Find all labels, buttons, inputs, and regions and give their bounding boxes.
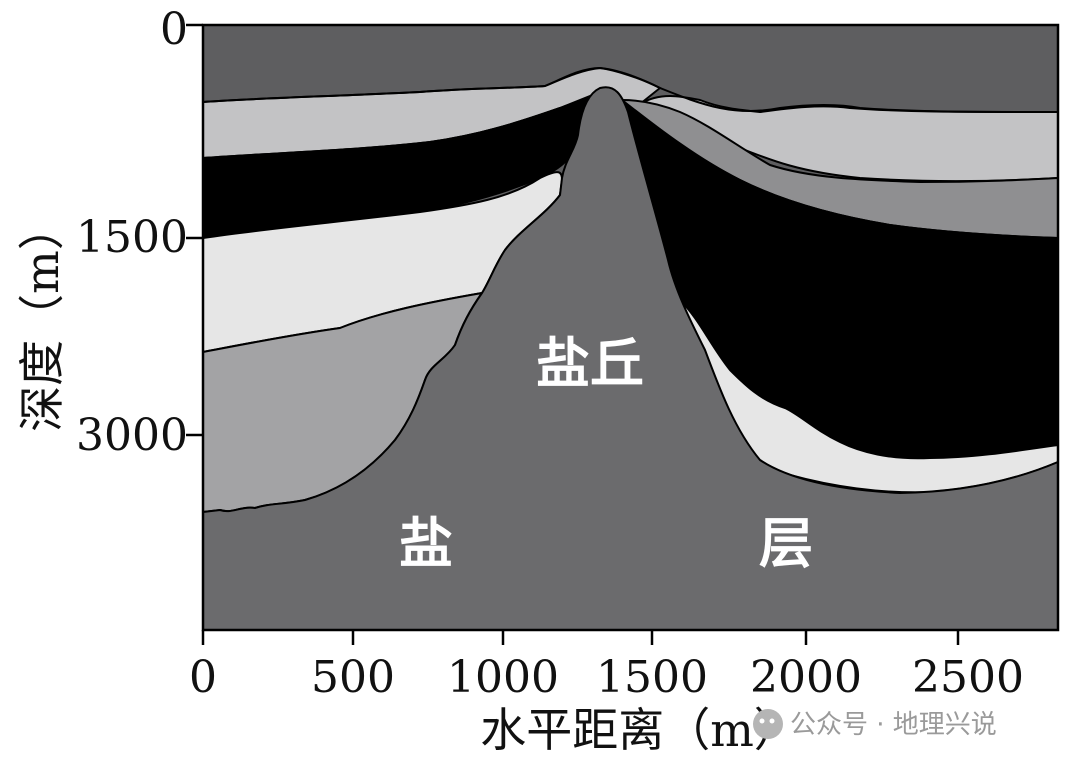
y-tick-0: 0 — [160, 4, 188, 55]
x-axis: 0 500 1000 1500 2000 2500 水平距离（m） — [189, 630, 1024, 757]
x-axis-title: 水平距离（m） — [480, 703, 800, 757]
y-axis-title: 深度（m） — [15, 204, 69, 432]
salt-layer-label-left: 盐 — [399, 512, 453, 575]
diagram-frame — [201, 23, 1060, 632]
surface-line — [202, 66, 1059, 113]
watermark-text: 公众号 · 地理兴说 — [790, 710, 997, 740]
y-tick-3000: 3000 — [76, 410, 188, 461]
salt-dome-label: 盐丘 — [536, 332, 644, 395]
salt-dome — [202, 86, 1059, 631]
x-tick-1500: 1500 — [596, 652, 708, 703]
salt-layer-label-right: 层 — [759, 512, 813, 575]
y-tick-1500: 1500 — [76, 212, 188, 263]
x-tick-2000: 2000 — [750, 652, 862, 703]
y-axis: 0 1500 3000 深度（m） — [15, 4, 203, 461]
x-tick-1000: 1000 — [447, 652, 559, 703]
x-tick-2500: 2500 — [912, 652, 1024, 703]
watermark: 公众号 · 地理兴说 — [753, 709, 997, 740]
x-tick-500: 500 — [311, 652, 395, 703]
wechat-icon — [753, 709, 783, 739]
x-tick-0: 0 — [189, 652, 217, 703]
